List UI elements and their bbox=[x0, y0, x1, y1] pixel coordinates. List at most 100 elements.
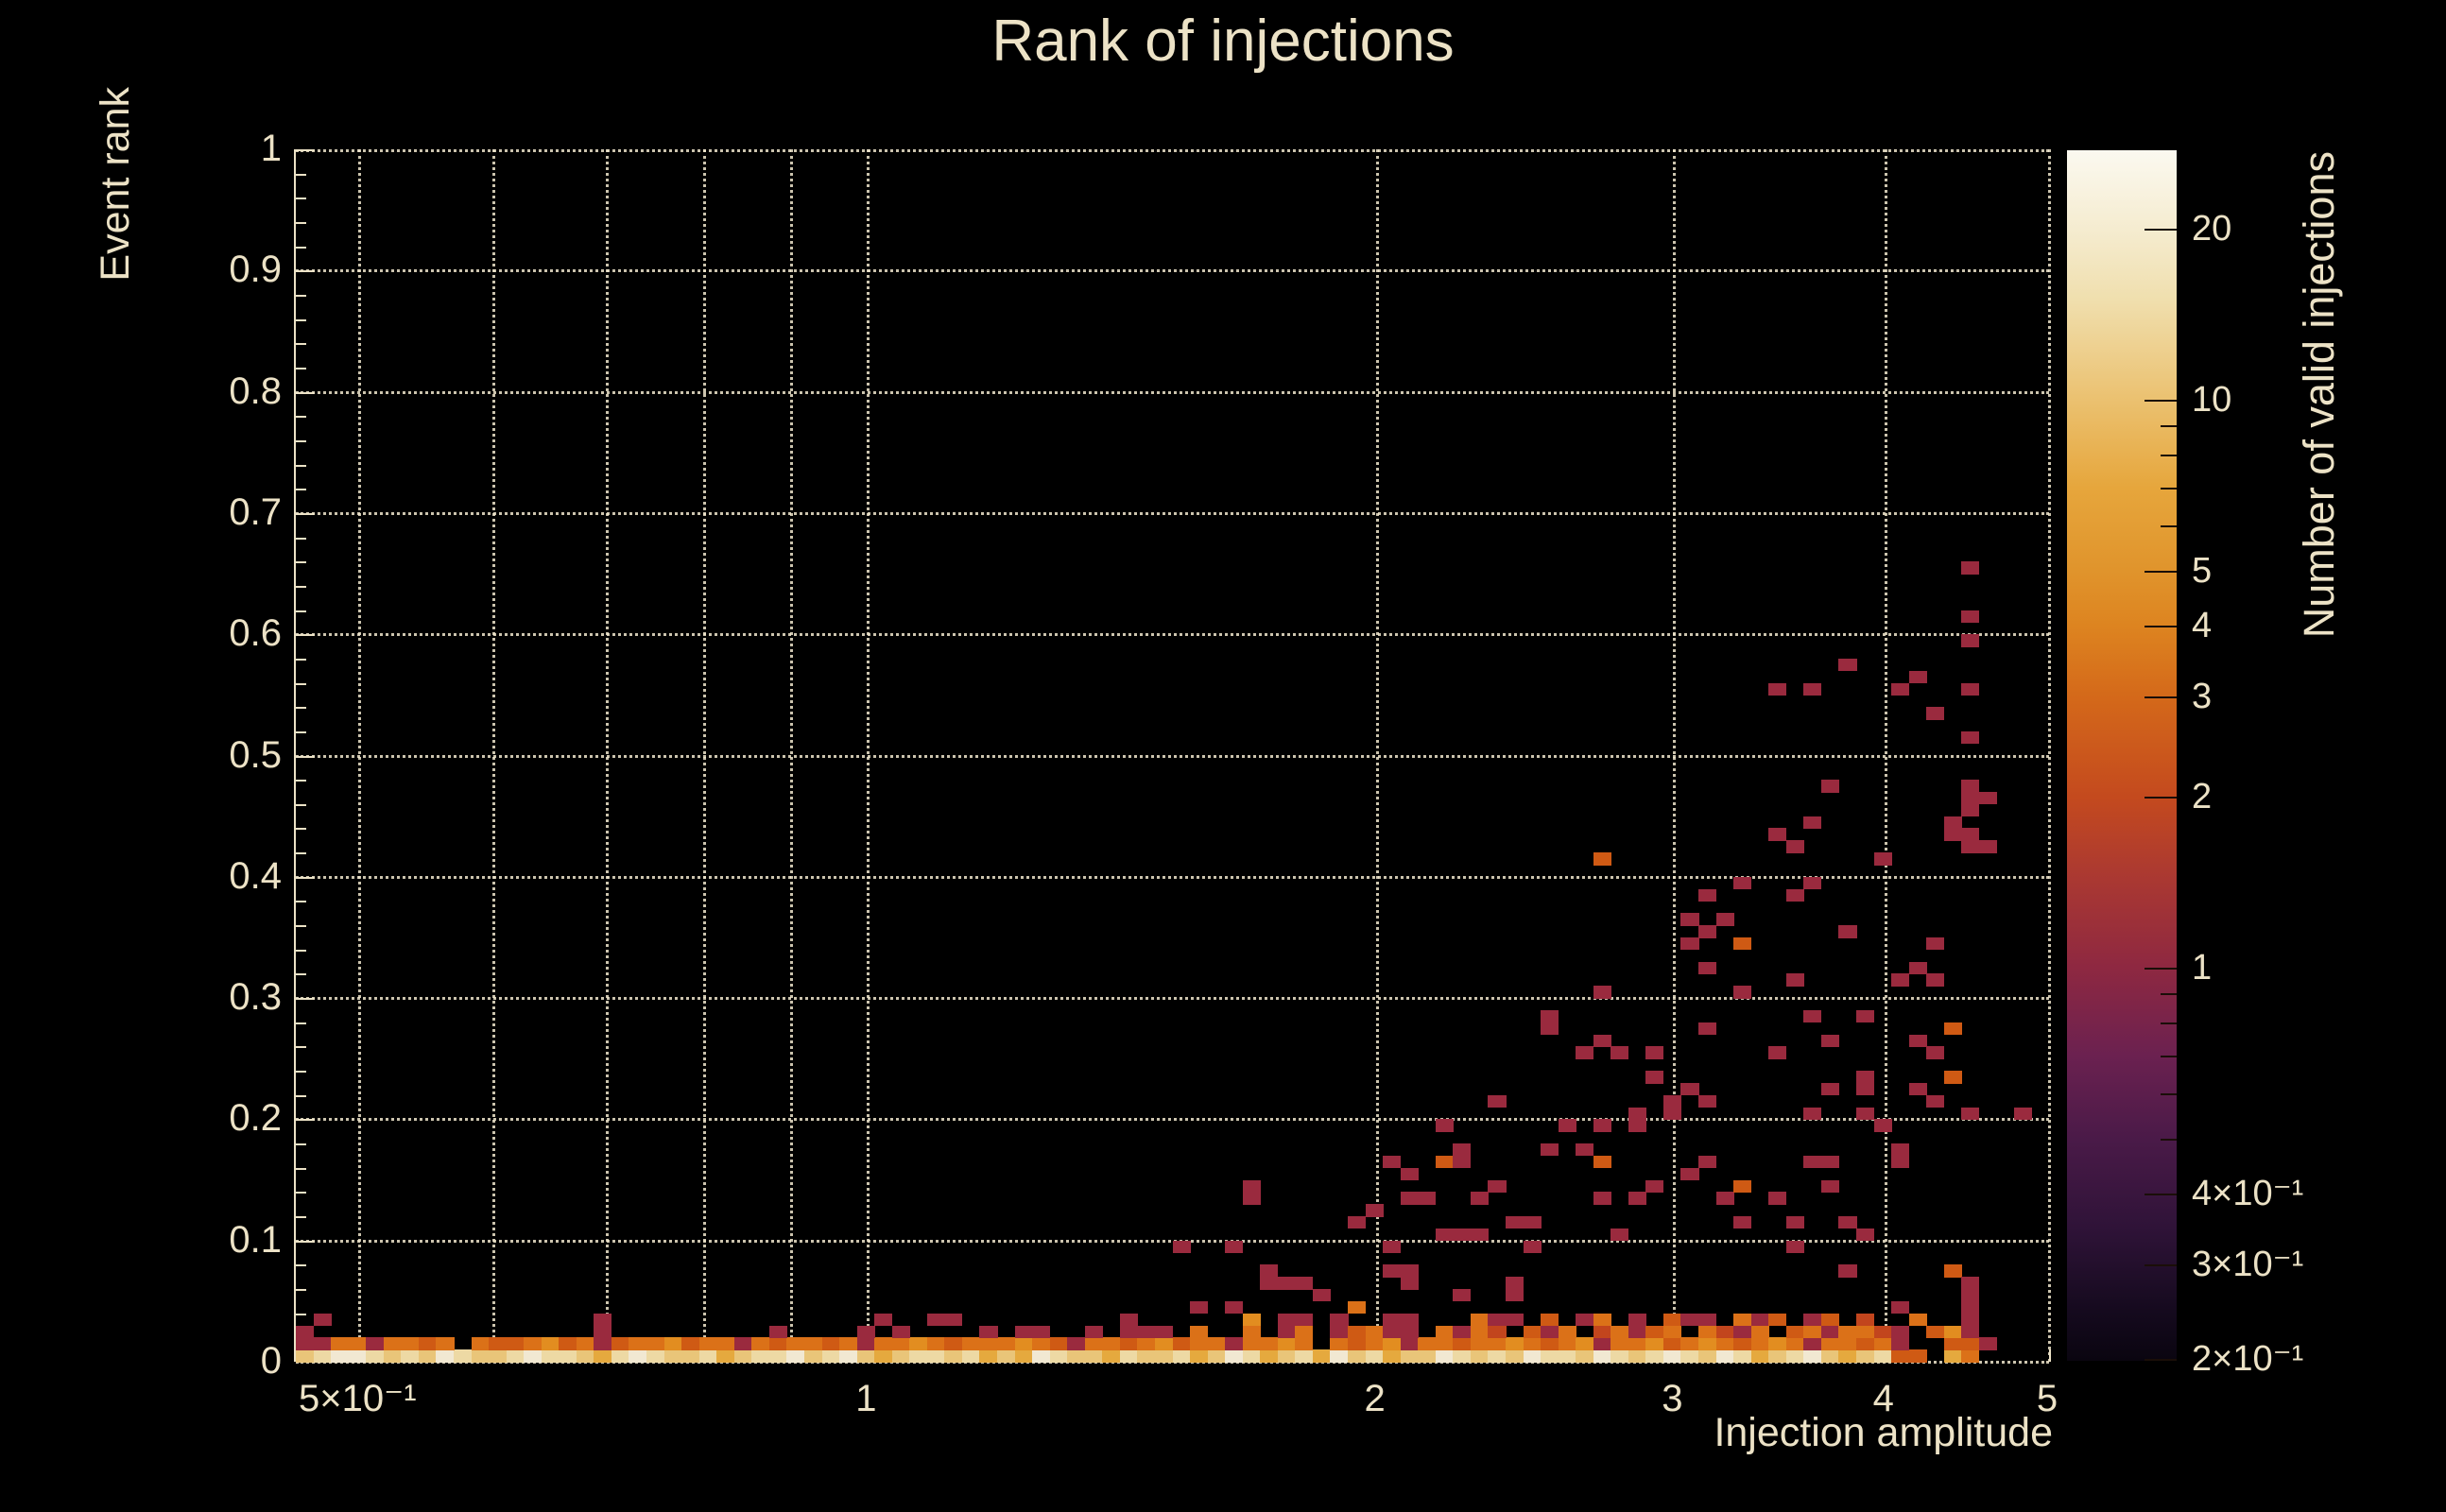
heatmap-cell bbox=[1260, 1277, 1279, 1290]
heatmap-cell bbox=[944, 1313, 963, 1327]
y-tick bbox=[296, 318, 306, 321]
x-tick-label: 5×10⁻¹ bbox=[299, 1378, 417, 1419]
heatmap-cell bbox=[1943, 828, 1962, 841]
y-tick bbox=[296, 439, 306, 442]
heatmap-cell bbox=[1295, 1325, 1314, 1338]
heatmap-cell bbox=[1961, 1300, 1980, 1314]
y-tick bbox=[296, 246, 306, 249]
heatmap-cell bbox=[1541, 1337, 1559, 1350]
heatmap-cell bbox=[1488, 1313, 1507, 1327]
heatmap-cell bbox=[1733, 936, 1752, 951]
heatmap-cell bbox=[1348, 1325, 1367, 1338]
heatmap-cell bbox=[1891, 1143, 1910, 1157]
heatmap-cell bbox=[2013, 1107, 2033, 1120]
heatmap-cell bbox=[909, 1349, 928, 1363]
heatmap-cell bbox=[1453, 1349, 1472, 1363]
colorbar-major-tick bbox=[2145, 229, 2177, 232]
heatmap-cell bbox=[1435, 1228, 1454, 1242]
heatmap-cell bbox=[751, 1349, 770, 1363]
y-tick bbox=[296, 464, 306, 467]
heatmap-cell bbox=[1891, 1337, 1910, 1350]
heatmap-cell bbox=[489, 1349, 508, 1363]
y-tick bbox=[296, 1264, 306, 1267]
heatmap-cell bbox=[629, 1337, 647, 1350]
heatmap-cell bbox=[1242, 1313, 1261, 1327]
heatmap-cell bbox=[1645, 1071, 1664, 1084]
heatmap-cell bbox=[716, 1337, 735, 1350]
heatmap-cell bbox=[1820, 1179, 1839, 1193]
heatmap-cell bbox=[1365, 1204, 1384, 1217]
heatmap-cell bbox=[1383, 1337, 1402, 1350]
heatmap-cell bbox=[296, 1325, 315, 1338]
heatmap-cell bbox=[1576, 1046, 1594, 1059]
heatmap-cell bbox=[1961, 1337, 1980, 1350]
y-tick bbox=[296, 561, 306, 564]
heatmap-cell bbox=[1855, 1337, 1875, 1350]
heatmap-cell bbox=[1119, 1313, 1138, 1327]
heatmap-cell bbox=[1645, 1325, 1664, 1338]
heatmap-cell bbox=[1435, 1325, 1454, 1338]
heatmap-cell bbox=[1768, 1046, 1787, 1059]
heatmap-cell bbox=[1435, 1119, 1454, 1132]
heatmap-cell bbox=[1926, 1046, 1945, 1059]
heatmap-cell bbox=[821, 1349, 840, 1363]
heatmap-cell bbox=[1645, 1337, 1664, 1350]
y-gridline bbox=[296, 269, 2049, 273]
heatmap-cell bbox=[1698, 1155, 1717, 1169]
heatmap-cell bbox=[1662, 1337, 1682, 1350]
heatmap-cell bbox=[1084, 1349, 1103, 1363]
heatmap-cell bbox=[1154, 1349, 1174, 1363]
y-tick bbox=[296, 173, 306, 176]
heatmap-cell bbox=[1838, 1264, 1857, 1278]
heatmap-cell bbox=[1541, 1325, 1559, 1338]
heatmap-cell bbox=[1400, 1325, 1419, 1338]
heatmap-cell bbox=[1961, 730, 1980, 745]
heatmap-cell bbox=[471, 1349, 490, 1363]
heatmap-cell bbox=[1768, 1337, 1787, 1350]
colorbar-major-tick bbox=[2145, 626, 2177, 628]
heatmap-cell bbox=[1820, 1082, 1839, 1096]
heatmap-cell bbox=[1190, 1300, 1209, 1314]
heatmap-cell bbox=[1207, 1337, 1226, 1350]
heatmap-cell bbox=[524, 1349, 543, 1363]
heatmap-cell bbox=[1242, 1325, 1261, 1338]
heatmap-cell bbox=[1505, 1289, 1524, 1302]
colorbar-major-tick bbox=[2145, 1359, 2177, 1361]
x-axis-title: Injection amplitude bbox=[1714, 1410, 2053, 1455]
heatmap-cell bbox=[997, 1349, 1016, 1363]
y-tick-label: 0.1 bbox=[229, 1218, 282, 1261]
heatmap-cell bbox=[1541, 1313, 1559, 1327]
heatmap-cell bbox=[1628, 1313, 1646, 1327]
y-tick bbox=[296, 1167, 306, 1170]
heatmap-cell bbox=[874, 1313, 893, 1327]
heatmap-cell bbox=[1505, 1349, 1524, 1363]
heatmap-cell bbox=[1365, 1325, 1384, 1338]
heatmap-cell bbox=[1576, 1349, 1594, 1363]
y-tick bbox=[296, 1192, 306, 1194]
heatmap-cell bbox=[1190, 1349, 1209, 1363]
heatmap-cell bbox=[1680, 1337, 1699, 1350]
heatmap-cell bbox=[1137, 1337, 1156, 1350]
heatmap-cell bbox=[1733, 1325, 1752, 1338]
heatmap-cell bbox=[1698, 1337, 1717, 1350]
heatmap-cell bbox=[1926, 973, 1945, 987]
heatmap-cell bbox=[1961, 610, 1980, 623]
heatmap-cell bbox=[331, 1349, 350, 1363]
heatmap-cell bbox=[1662, 1349, 1682, 1363]
heatmap-cell bbox=[1295, 1349, 1314, 1363]
heatmap-cell bbox=[1961, 682, 1980, 696]
heatmap-cell bbox=[1453, 1289, 1472, 1302]
heatmap-cell bbox=[1277, 1337, 1296, 1350]
heatmap-cell bbox=[1172, 1240, 1191, 1254]
heatmap-cell bbox=[1435, 1349, 1454, 1363]
y-tick bbox=[296, 876, 315, 879]
y-gridline bbox=[296, 875, 2049, 879]
heatmap-cell bbox=[629, 1349, 647, 1363]
heatmap-cell bbox=[1611, 1337, 1629, 1350]
heatmap-cell bbox=[1593, 1034, 1611, 1047]
heatmap-cell bbox=[1873, 1119, 1892, 1132]
heatmap-cell bbox=[1961, 791, 1980, 805]
heatmap-cell bbox=[1242, 1179, 1261, 1193]
heatmap-cell bbox=[611, 1349, 630, 1363]
heatmap-cell bbox=[1593, 986, 1611, 999]
